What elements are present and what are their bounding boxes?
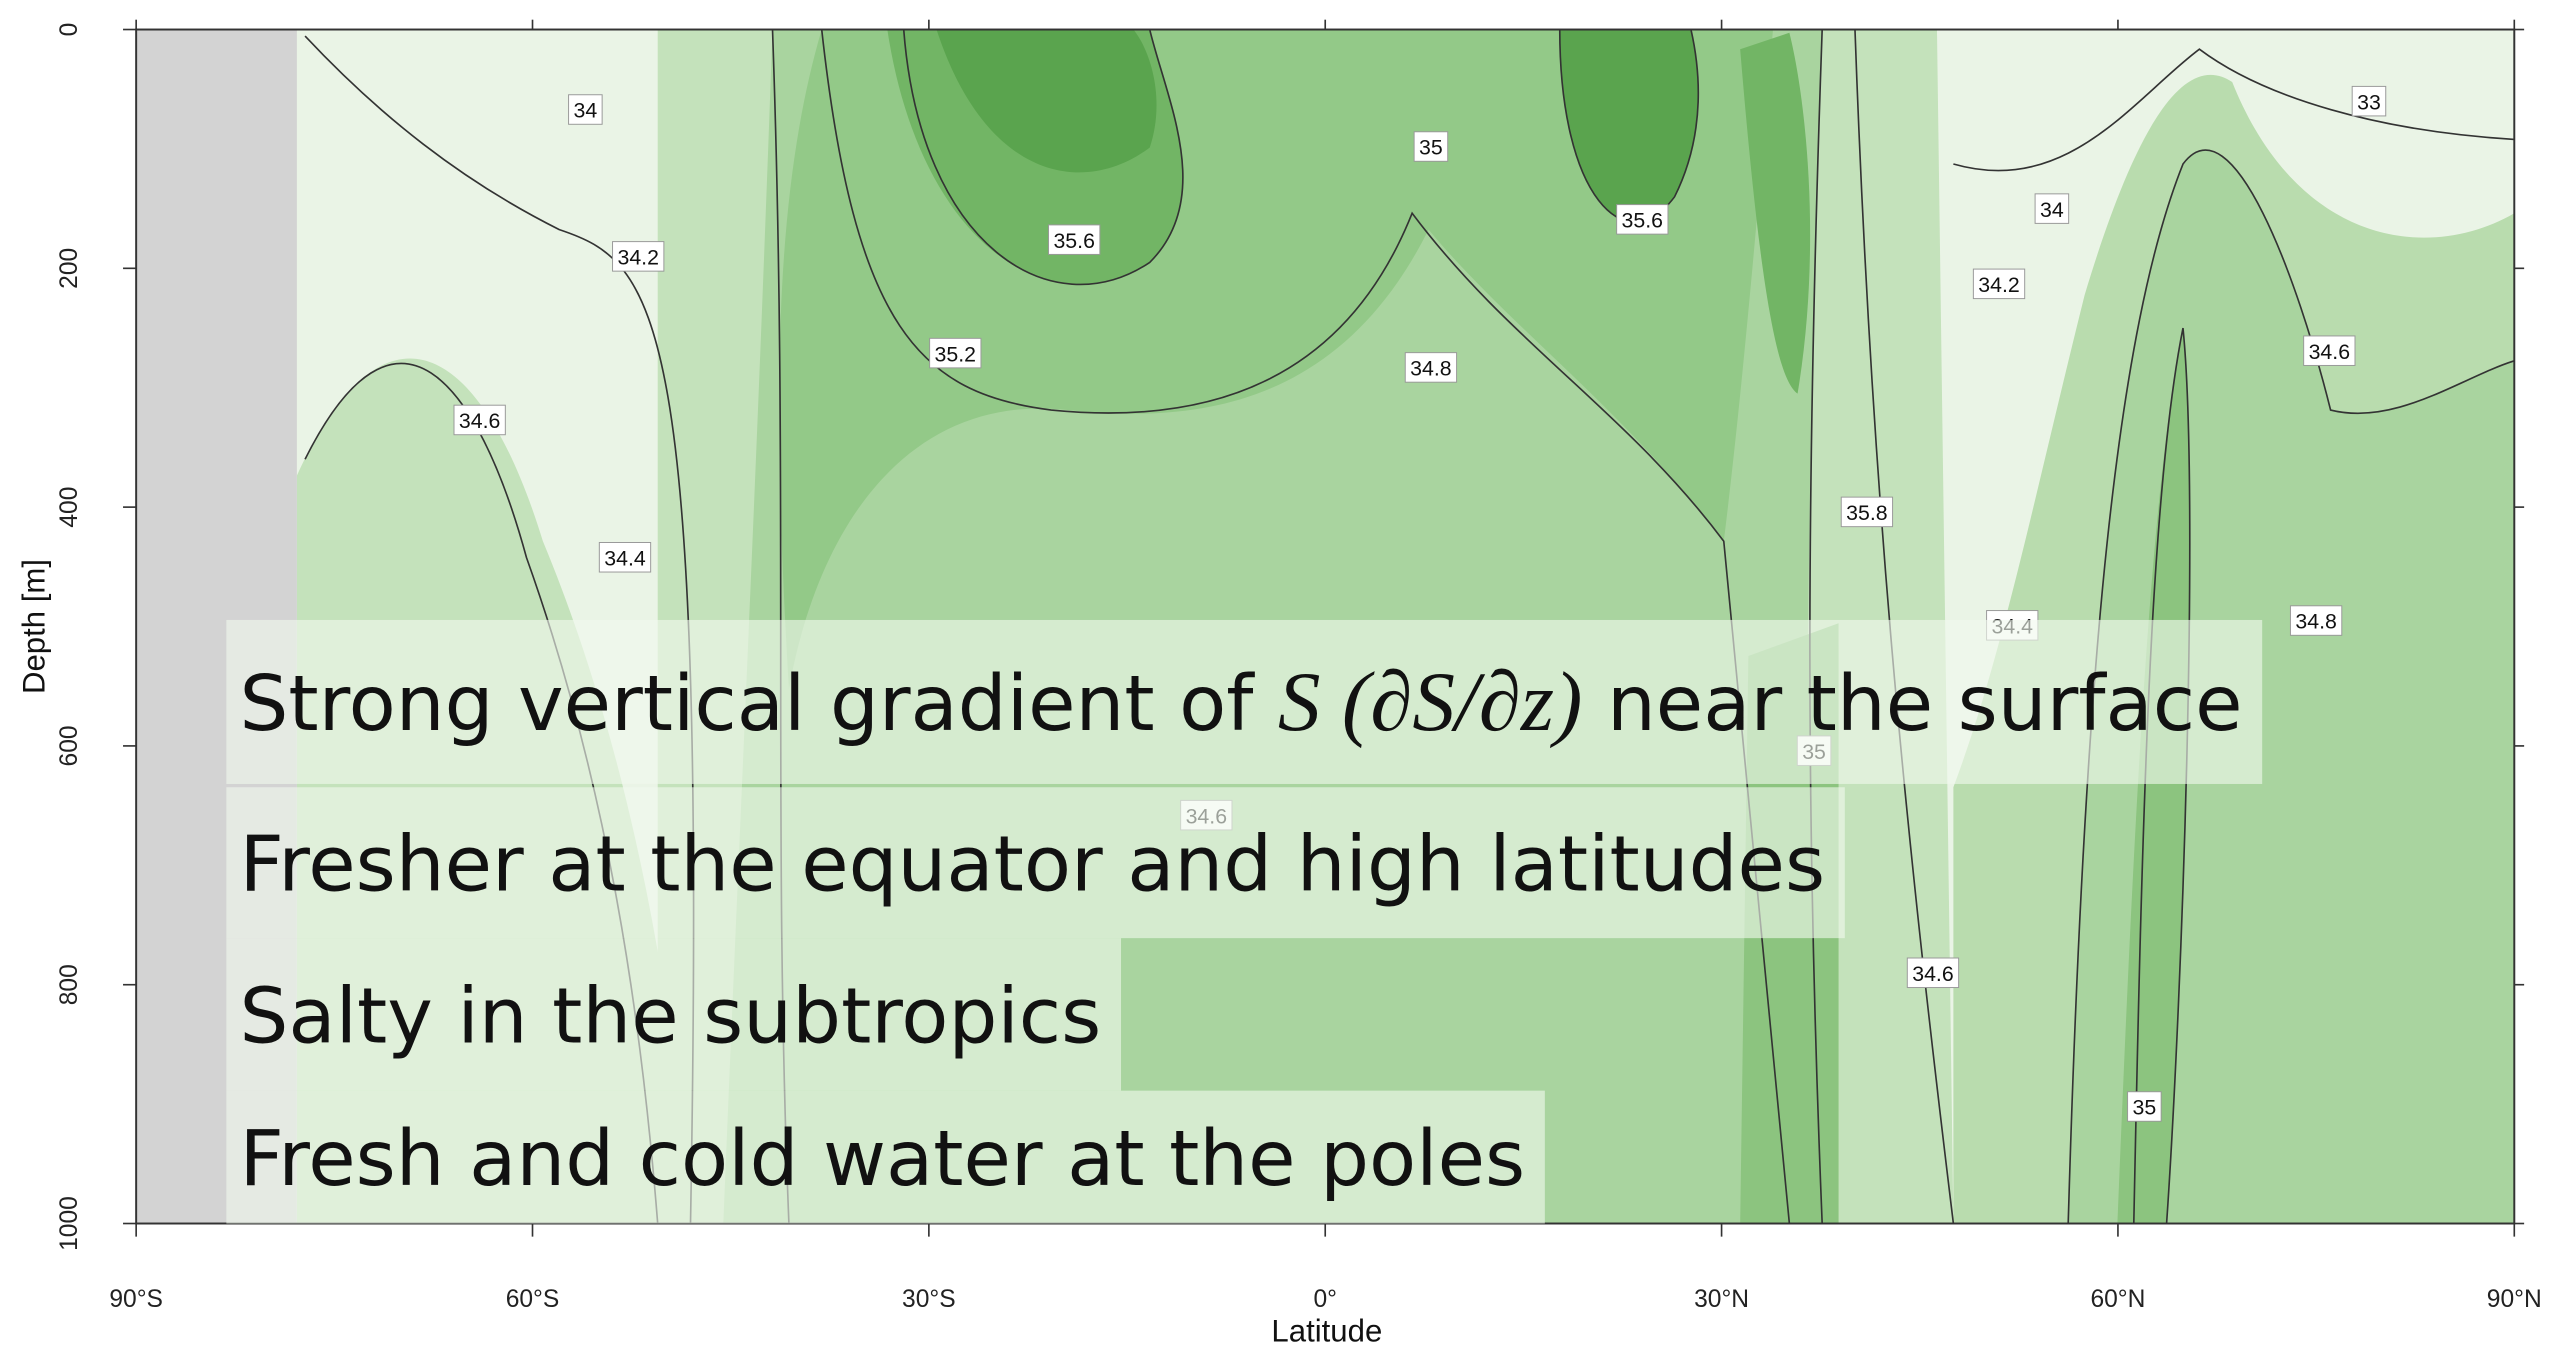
overlay-text: Strong vertical gradient of — [239, 659, 1277, 749]
y-tick-label: 600 — [56, 725, 83, 766]
contour-label-text: 33 — [2357, 90, 2381, 114]
contour-label-text: 34.2 — [1978, 273, 2019, 297]
x-tick-label: 60°N — [2090, 1286, 2145, 1313]
x-tick-label: 90°S — [109, 1286, 163, 1313]
contour-label-text: 34.6 — [1912, 962, 1953, 986]
contour-label: 34.6 — [2303, 335, 2356, 366]
contour-label-bg — [2351, 85, 2387, 117]
overlay-box — [226, 787, 1845, 939]
contour-label: 34 — [2034, 193, 2070, 224]
y-tick-label: 1000 — [56, 1196, 83, 1251]
x-tick-label: 0° — [1313, 1286, 1337, 1313]
contour-label: 35.6 — [1048, 224, 1101, 255]
contour-label-text: 34.4 — [604, 546, 646, 570]
y-tick-label: 0 — [56, 23, 83, 37]
contour-label: 34.8 — [1404, 352, 1458, 383]
contour-label: 35 — [1413, 131, 1449, 162]
contour-label-text: 34.2 — [617, 246, 658, 270]
contour-label-bg — [929, 337, 982, 369]
contour-label-bg — [1840, 496, 1894, 528]
overlay-text: near the surface — [1582, 659, 2242, 749]
axes: 90°S 60°S 30°S 0° 30°N 60°N 90°N 0 200 400 600 800 1… — [56, 19, 2542, 1313]
contour-label-bg — [1906, 957, 1960, 989]
contour-label-text: 34.6 — [2309, 340, 2350, 364]
contour-label-text: 35.8 — [1846, 501, 1887, 525]
y-tick-label: 400 — [56, 487, 83, 528]
contour-label-bg — [1048, 224, 1101, 255]
contour-label-text: 34.8 — [2295, 610, 2336, 634]
contour-label-bg — [2289, 605, 2343, 636]
contour-label-bg — [612, 241, 665, 272]
x-tick-label: 60°S — [506, 1286, 560, 1313]
contour-label-text: 34.8 — [1410, 357, 1451, 381]
contour-label-bg — [598, 542, 652, 573]
overlay: Strong vertical gradient of S (∂S/∂z) ne… — [226, 619, 2263, 1224]
contour-label-bg — [568, 94, 603, 125]
contour-label: 33 — [2351, 85, 2387, 117]
contour-label-text: 34 — [573, 99, 597, 123]
overlay-math: S (∂S/∂z) — [1278, 655, 1583, 749]
contour-label: 35 — [2127, 1091, 2162, 1122]
contour-label-text: 35.2 — [935, 342, 976, 366]
contour-label-bg — [2034, 193, 2070, 224]
y-axis-label: Depth [m] — [16, 559, 51, 694]
overlay-line: Fresh and cold water at the poles — [239, 1114, 1525, 1204]
contour-label-text: 35 — [1419, 136, 1443, 160]
contour-label-bg — [1616, 204, 1669, 235]
overlay-line: Strong vertical gradient of S (∂S/∂z) ne… — [239, 655, 2242, 749]
overlay-text: Salty in the subtropics — [239, 971, 1101, 1061]
contour-label: 35.8 — [1840, 496, 1894, 528]
contour-label: 34.2 — [1972, 268, 2026, 300]
contour-label-bg — [2127, 1091, 2162, 1122]
contour-label: 34.6 — [453, 404, 506, 436]
contour-label-bg — [1972, 268, 2026, 300]
contour-label-bg — [2303, 335, 2356, 366]
contour-label-bg — [453, 404, 506, 436]
overlay-box — [226, 1090, 1545, 1224]
contour-label-text: 34 — [2040, 198, 2064, 222]
overlay-line: Salty in the subtropics — [239, 971, 1101, 1061]
contour-label: 34 — [568, 94, 603, 125]
overlay-line: Fresher at the equator and high latitude… — [239, 820, 1825, 910]
contour-label-text: 35 — [2133, 1096, 2157, 1120]
x-tick-label: 90°N — [2487, 1286, 2542, 1313]
contour-label-text: 35.6 — [1053, 229, 1094, 253]
x-axis-label: Latitude — [1271, 1314, 1382, 1349]
y-tick-label: 800 — [56, 964, 83, 1005]
contour-label: 35.2 — [929, 337, 982, 369]
contour-label-text: 34.6 — [459, 409, 500, 433]
y-tick-label: 200 — [56, 248, 83, 289]
contour-label: 34.2 — [612, 241, 665, 272]
overlay-text: Fresher at the equator and high latitude… — [239, 820, 1825, 910]
contour-label: 35.6 — [1616, 204, 1669, 235]
contour-label: 34.8 — [2289, 605, 2343, 636]
x-tick-label: 30°N — [1694, 1286, 1749, 1313]
contour-label: 34.4 — [598, 542, 652, 573]
contour-label-bg — [1413, 131, 1449, 162]
contour-label: 34.6 — [1906, 957, 1960, 989]
x-tick-label: 30°S — [902, 1286, 956, 1313]
overlay-text: Fresh and cold water at the poles — [239, 1114, 1525, 1204]
contour-label-text: 35.6 — [1622, 209, 1663, 233]
overlay-box — [226, 619, 2263, 784]
contour-label-bg — [1404, 352, 1458, 383]
overlay-box — [226, 938, 1122, 1091]
